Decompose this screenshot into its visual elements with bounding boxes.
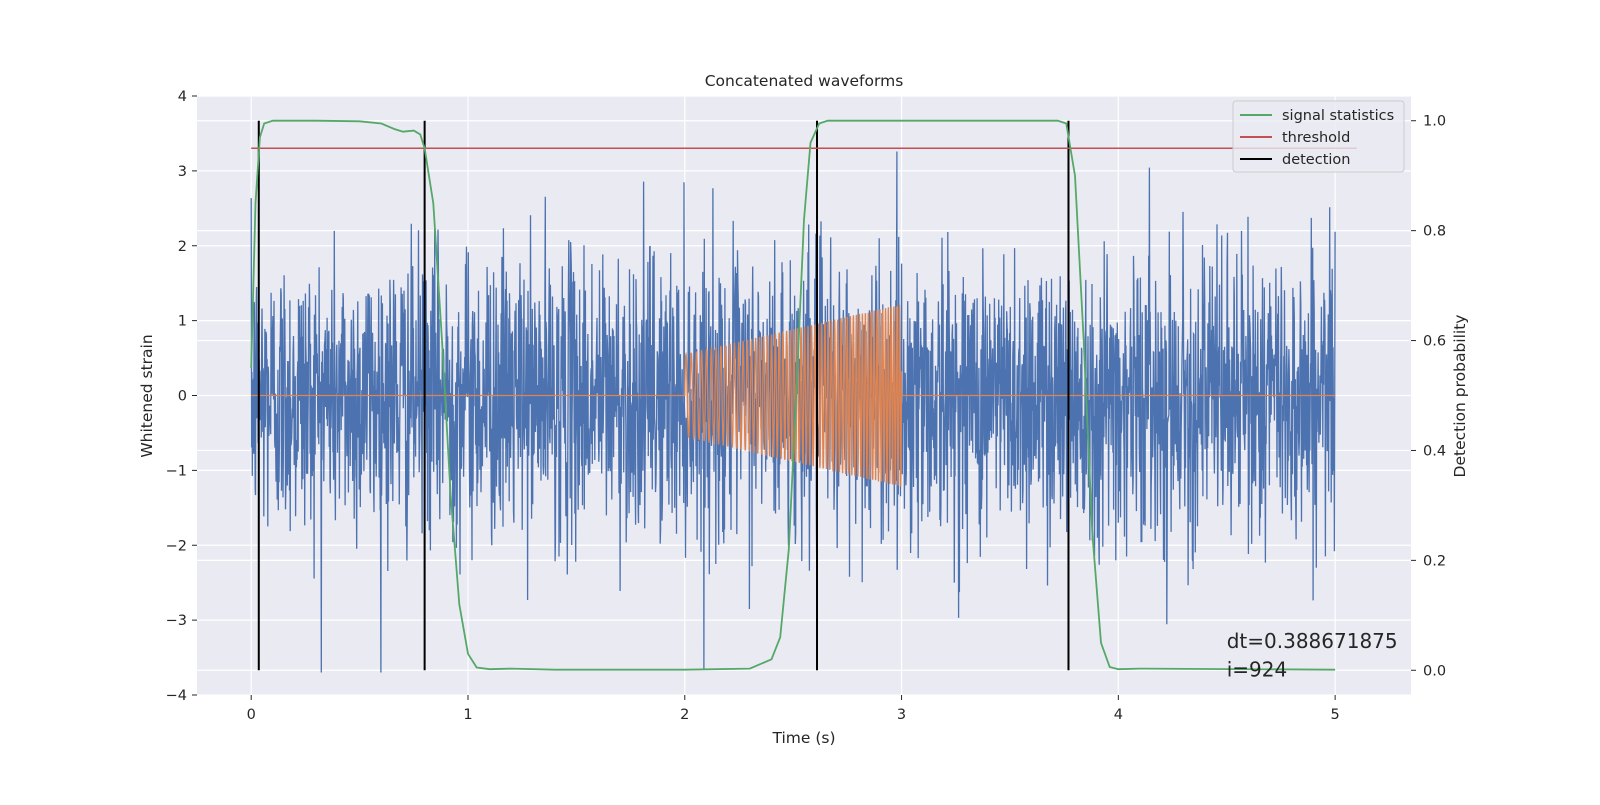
x-axis-label: Time (s) <box>771 729 835 747</box>
x-tick-label: 5 <box>1331 707 1340 723</box>
legend-label: threshold <box>1282 130 1350 146</box>
y-tick-label-left: 0 <box>178 389 187 405</box>
axes-layer: Concatenated waveforms Time (s) Whitened… <box>138 72 1469 747</box>
annotation-text: i=924 <box>1227 657 1288 681</box>
y-tick-label-left: 2 <box>178 239 187 255</box>
legend: signal statistics threshold detection <box>1232 100 1405 173</box>
annotations: dt=0.388671875 i=924 <box>1227 629 1398 681</box>
y-tick-label-left: −2 <box>166 538 187 554</box>
x-tick-label: 2 <box>680 707 689 723</box>
legend-box <box>1232 100 1405 173</box>
y-tick-label-right: 1.0 <box>1423 114 1446 130</box>
y-tick-label-left: −3 <box>166 613 187 629</box>
data-layer <box>250 119 1357 673</box>
x-tick-label: 3 <box>897 707 906 723</box>
y-axis-label-right: Detection probability <box>1451 315 1469 478</box>
y-tick-label-left: 3 <box>178 164 187 180</box>
y-tick-label-right: 0.6 <box>1423 334 1446 350</box>
x-tick-label: 1 <box>463 707 472 723</box>
chart-title: Concatenated waveforms <box>705 72 904 90</box>
y-tick-label-right: 0.4 <box>1423 443 1446 459</box>
y-tick-label-left: −4 <box>166 688 187 704</box>
y-tick-label-left: −1 <box>166 463 187 479</box>
y-tick-label-left: 1 <box>178 314 187 330</box>
y-tick-label-right: 0.8 <box>1423 224 1446 240</box>
y-axis-label-left: Whitened strain <box>138 334 156 457</box>
y-tick-label-right: 0.2 <box>1423 553 1446 569</box>
x-tick-label: 0 <box>247 707 256 723</box>
legend-label: detection <box>1282 152 1350 168</box>
annotation-text: dt=0.388671875 <box>1227 629 1398 653</box>
y-tick-label-right: 0.0 <box>1423 663 1446 679</box>
signal-statistics-line <box>250 119 1336 671</box>
x-tick-label: 4 <box>1114 707 1123 723</box>
injected-signal-line <box>251 304 1336 487</box>
y-tick-label-left: 4 <box>178 89 187 105</box>
legend-label: signal statistics <box>1282 108 1394 124</box>
